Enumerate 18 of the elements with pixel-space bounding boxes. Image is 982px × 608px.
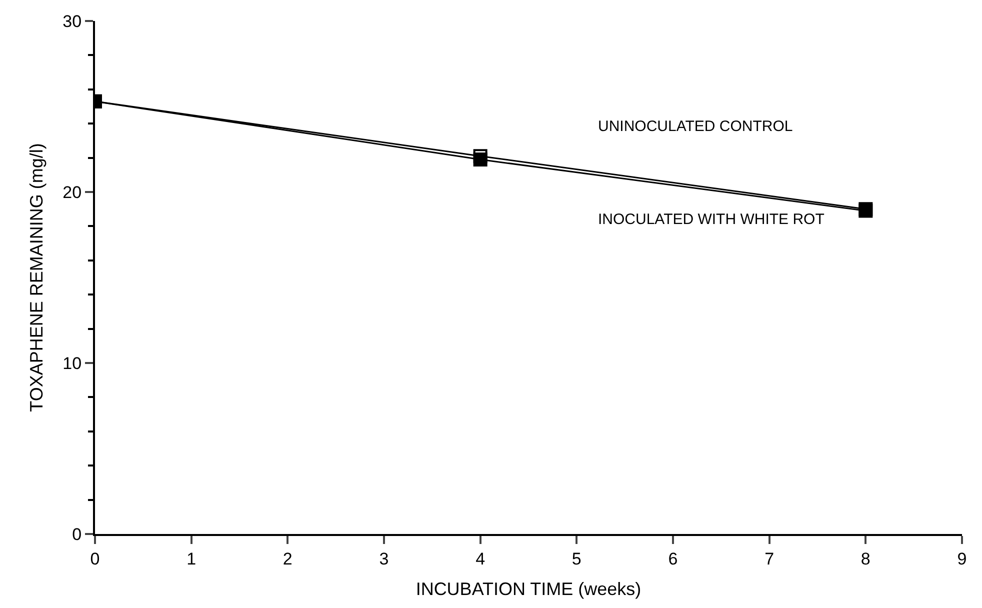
series-label: INOCULATED WITH WHITE ROT <box>598 211 824 228</box>
x-tick-label: 8 <box>860 549 870 568</box>
x-axis-title: INCUBATION TIME (weeks) <box>416 579 642 599</box>
x-tick-label: 9 <box>957 549 967 568</box>
x-tick-label: 0 <box>90 549 100 568</box>
y-tick-label: 30 <box>62 12 82 31</box>
x-tick-label: 4 <box>476 549 486 568</box>
x-tick-label: 7 <box>764 549 774 568</box>
x-tick-label: 1 <box>186 549 196 568</box>
y-tick-label: 10 <box>62 354 82 373</box>
x-tick-label: 2 <box>282 549 292 568</box>
x-tick-label: 6 <box>668 549 678 568</box>
y-axis-title: TOXAPHENE REMAINING (mg/l) <box>26 143 46 412</box>
x-tick-label: 5 <box>572 549 582 568</box>
text: UNINOCULATED CONTROL <box>598 118 793 135</box>
y-tick-label: 20 <box>62 182 82 202</box>
x-tick-label: 3 <box>379 549 389 568</box>
y-tick-label: 0 <box>72 524 82 544</box>
